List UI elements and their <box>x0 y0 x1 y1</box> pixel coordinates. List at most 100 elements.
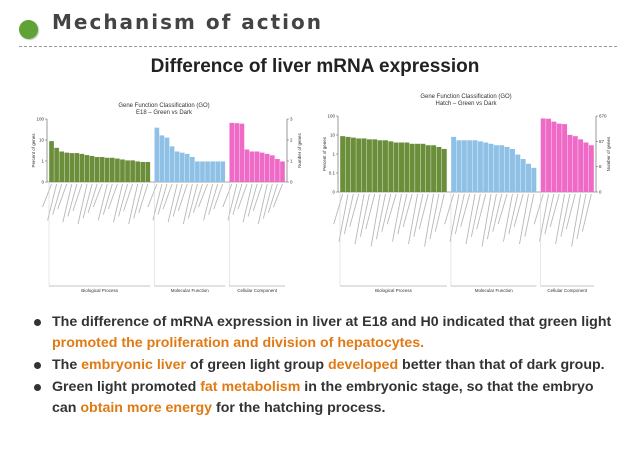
bar <box>54 147 59 182</box>
y-axis-label-left: Percent of genes <box>322 136 327 171</box>
category-label <box>97 183 108 221</box>
category-label <box>138 183 149 213</box>
category-label <box>147 183 158 208</box>
bar <box>526 163 531 192</box>
bar <box>493 145 499 192</box>
category-label <box>571 193 582 247</box>
category-label <box>381 193 392 232</box>
category-label <box>408 193 418 245</box>
category-label <box>359 193 370 237</box>
bar <box>115 158 120 182</box>
y-tick-label-left: 10 <box>330 133 336 138</box>
header-divider <box>19 46 617 47</box>
y-tick-label-right: 0 <box>290 180 293 185</box>
category-label <box>376 193 386 240</box>
bar <box>356 138 362 192</box>
bar <box>572 136 578 192</box>
bar <box>125 160 130 182</box>
category-label <box>118 183 128 217</box>
bar <box>431 145 437 192</box>
y-tick-label-left: 1 <box>41 159 44 164</box>
bar <box>388 141 394 192</box>
bullet-text: Green light promoted <box>52 379 201 395</box>
slide-header: Mechanism of action <box>0 0 630 48</box>
category-label <box>492 193 503 232</box>
bar <box>499 145 505 192</box>
category-label <box>519 193 529 245</box>
category-label <box>402 193 413 227</box>
y-tick-label-left: 0.1 <box>329 171 336 176</box>
bar <box>504 146 510 192</box>
bar <box>451 136 457 192</box>
bar <box>184 153 190 182</box>
category-label <box>429 193 440 240</box>
category-label <box>77 183 88 225</box>
category-label <box>213 183 224 210</box>
y-tick-label-right: 2 <box>290 138 293 143</box>
category-label <box>486 193 497 240</box>
bar <box>409 143 415 192</box>
category-label <box>524 193 535 237</box>
slide-title: Mechanism of action <box>52 10 324 34</box>
bar <box>275 159 280 182</box>
bar <box>366 139 372 192</box>
chart-e18: Gene Function Classification (GO) E18 – G… <box>22 91 312 304</box>
bar <box>120 159 125 182</box>
category-label <box>370 193 381 247</box>
bar <box>79 153 85 182</box>
bar <box>249 151 255 182</box>
bar <box>562 124 568 192</box>
category-label <box>392 193 402 242</box>
category-label <box>508 193 519 235</box>
category-label <box>481 193 492 247</box>
bar <box>350 137 356 192</box>
chart-title: Gene Function Classification (GO) <box>118 103 209 109</box>
bar <box>205 161 210 182</box>
category-label <box>133 183 144 219</box>
bar <box>377 140 383 192</box>
bar <box>393 142 399 192</box>
bullet-text: of green light group <box>186 357 328 373</box>
category-label <box>42 183 52 208</box>
group-label: Biological Process <box>81 288 119 293</box>
category-label <box>52 183 63 215</box>
category-label <box>193 183 203 213</box>
bar <box>583 142 589 192</box>
bar <box>270 155 275 182</box>
y-tick-label-right: 3 <box>290 117 293 122</box>
category-label <box>252 183 263 212</box>
bar <box>404 142 410 192</box>
bar <box>531 167 537 192</box>
category-label <box>257 183 268 225</box>
bar <box>94 157 100 182</box>
bullet-list: The difference of mRNA expression in liv… <box>34 312 614 420</box>
y-tick-label-left: 0 <box>332 190 335 195</box>
bar <box>340 136 346 192</box>
bar <box>179 152 185 182</box>
bar <box>169 146 175 182</box>
bullet-text: in the embryonic stage, so that the embr… <box>52 379 594 416</box>
bar <box>69 153 75 182</box>
y-tick-label-right: 0 <box>599 190 602 195</box>
bar <box>520 159 526 192</box>
bar <box>372 139 378 192</box>
highlight-text: fat metabolism <box>200 379 301 395</box>
category-label <box>123 183 134 212</box>
bar <box>399 142 404 192</box>
category-label <box>465 193 476 245</box>
category-label <box>107 183 118 210</box>
bar <box>567 134 573 192</box>
bar <box>483 142 489 192</box>
category-label <box>533 193 544 225</box>
highlight-text: developed <box>327 357 399 373</box>
category-label <box>333 193 344 225</box>
category-label <box>544 193 555 235</box>
bar <box>488 143 494 192</box>
bullet-text: The difference of mRNA expression in liv… <box>52 314 612 330</box>
bullet-dot-icon <box>34 362 41 369</box>
category-label <box>413 193 424 237</box>
category-label <box>349 193 360 227</box>
category-label <box>187 183 198 219</box>
bar <box>461 140 467 192</box>
bar <box>515 154 521 192</box>
